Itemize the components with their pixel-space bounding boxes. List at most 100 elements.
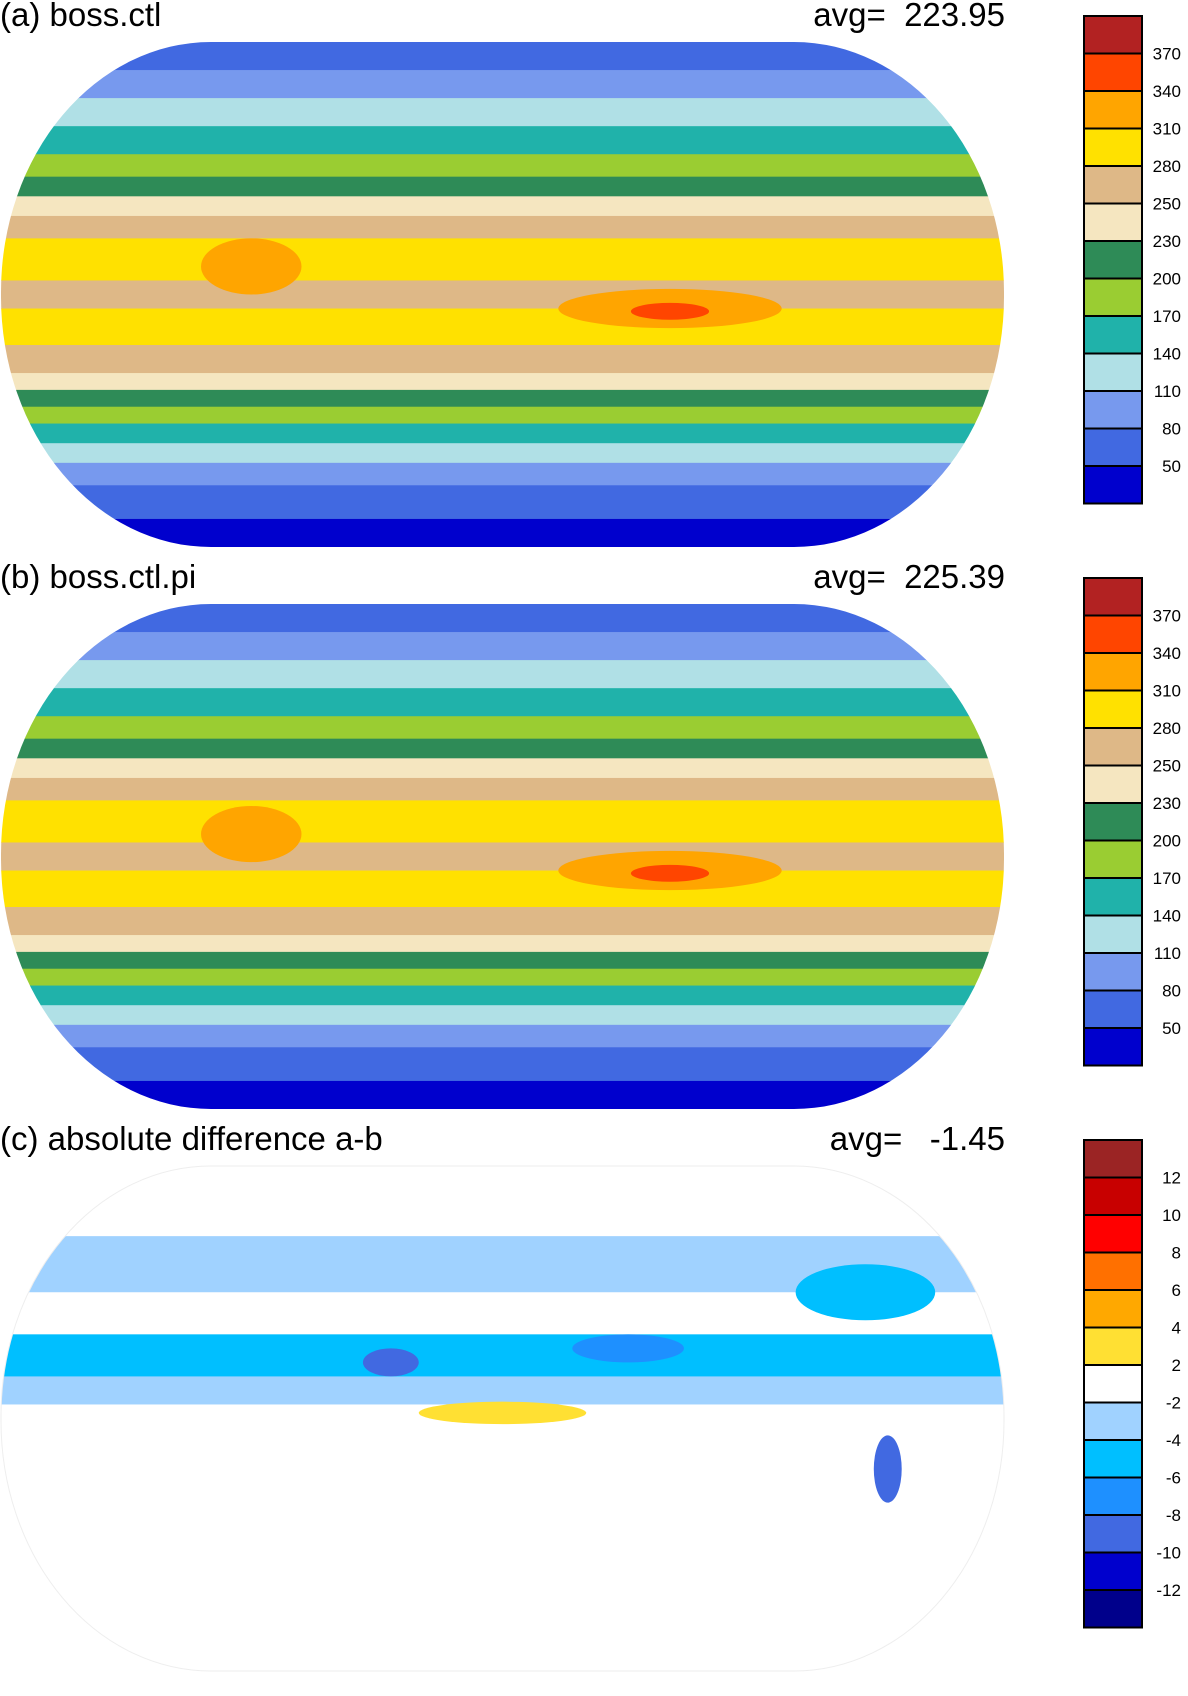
colorbar-tick-label: 280	[1153, 719, 1181, 738]
zonal-band	[1, 660, 1004, 689]
colorbar-tick-label: 8	[1172, 1244, 1181, 1263]
colorbar-tick-label: 6	[1172, 1281, 1181, 1300]
colorbar-tick-label: 50	[1162, 1019, 1181, 1038]
colorbar-swatch	[1083, 577, 1143, 617]
colorbar-swatch	[1083, 764, 1143, 804]
colorbar-tick-label: 280	[1153, 157, 1181, 176]
colorbar-tick-label: -4	[1166, 1431, 1181, 1450]
zonal-band	[1, 716, 1004, 740]
colorbar-swatch	[1083, 52, 1143, 92]
zonal-band	[1, 406, 1004, 425]
zonal-band	[1, 98, 1004, 127]
panel-title: (c) absolute difference a-b	[0, 1120, 383, 1157]
panel-a: (a) boss.ctl avg= 223.95 370 340 310 280 250…	[0, 0, 1188, 560]
zonal-band	[1, 1334, 1004, 1377]
colorbar-swatch	[1083, 877, 1143, 917]
zonal-band	[1, 985, 1004, 1006]
colorbar-tick-label: -12	[1156, 1581, 1181, 1600]
colorbar-swatch	[1083, 127, 1143, 167]
zonal-band	[1, 800, 1004, 843]
colorbar-swatch	[1083, 1176, 1143, 1216]
map-c	[0, 1165, 1005, 1672]
colorbar-tick-label: -10	[1156, 1544, 1181, 1563]
colorbar-tick-label: 4	[1172, 1319, 1181, 1338]
colorbar-swatch	[1083, 1476, 1143, 1516]
colorbar-swatch	[1083, 952, 1143, 992]
colorbar-swatch	[1083, 427, 1143, 467]
colorbar-tick-label: 340	[1153, 82, 1181, 101]
colorbar-swatch	[1083, 614, 1143, 654]
field-anomaly	[362, 1348, 419, 1377]
zonal-band	[1, 373, 1004, 391]
zonal-band	[1, 1166, 1004, 1237]
zonal-band	[1, 604, 1004, 633]
zonal-band	[1, 632, 1004, 661]
colorbar-swatch	[1083, 352, 1143, 392]
zonal-band	[1, 176, 1004, 197]
zonal-band	[1, 126, 1004, 155]
zonal-band	[1, 462, 1004, 486]
zonal-band	[1, 688, 1004, 717]
colorbar-swatch	[1083, 390, 1143, 430]
colorbar-swatch	[1083, 165, 1143, 205]
field-anomaly	[873, 1435, 902, 1503]
colorbar-tick-label: 50	[1162, 457, 1181, 476]
panel-average: avg= 223.95	[813, 0, 1005, 33]
panel-average: avg= -1.45	[829, 1120, 1005, 1157]
colorbar-tick-label: 340	[1153, 644, 1181, 663]
colorbar-swatch	[1083, 202, 1143, 242]
zonal-band	[1, 345, 1004, 374]
colorbar-tick-label: 250	[1153, 757, 1181, 776]
zonal-band	[1, 738, 1004, 759]
colorbar-swatch	[1083, 1027, 1143, 1067]
field-anomaly	[418, 1401, 587, 1425]
colorbar-swatch	[1083, 1326, 1143, 1366]
zonal-band	[1, 423, 1004, 444]
colorbar-swatch	[1083, 1401, 1143, 1441]
zonal-band	[1, 238, 1004, 281]
colorbar-tick-label: -8	[1166, 1506, 1181, 1525]
field-anomaly	[201, 806, 302, 863]
colorbar-swatch	[1083, 914, 1143, 954]
colorbar-tick-label: 250	[1153, 195, 1181, 214]
colorbar-swatch	[1083, 989, 1143, 1029]
colorbar-tick-label: 110	[1154, 382, 1181, 401]
zonal-band	[1, 777, 1004, 801]
colorbar-swatch	[1083, 1289, 1143, 1329]
colorbar-tick-label: 10	[1162, 1206, 1181, 1225]
colorbar-swatch	[1083, 652, 1143, 692]
zonal-band	[1, 196, 1004, 217]
zonal-band	[1, 485, 1004, 520]
colorbar-tick-label: -6	[1166, 1469, 1181, 1488]
map-outline	[0, 1165, 1005, 1672]
colorbar-c: 12 10 8 6 4 2 -2 -4 -6 -8 -10 -12	[1083, 1139, 1181, 1629]
panel-title: (a) boss.ctl	[0, 0, 162, 33]
colorbar-tick-label: -2	[1166, 1394, 1181, 1413]
zonal-band	[1, 1080, 1004, 1109]
zonal-band	[1, 154, 1004, 178]
zonal-band	[1, 42, 1004, 71]
zonal-band	[1, 70, 1004, 99]
colorbar-swatch	[1083, 1551, 1143, 1591]
zonal-band	[1, 870, 1004, 908]
panel-title: (b) boss.ctl.pi	[0, 558, 197, 595]
colorbar-tick-label: 140	[1153, 345, 1181, 364]
zonal-band	[1, 935, 1004, 953]
zonal-band	[1, 1404, 1004, 1671]
colorbar-tick-label: 230	[1153, 794, 1181, 813]
zonal-band	[1, 1376, 1004, 1405]
panel-b: (b) boss.ctl.pi avg= 225.39 370 340 310 280…	[0, 558, 1188, 1122]
colorbar-swatch	[1083, 1251, 1143, 1291]
colorbar-tick-label: 170	[1153, 869, 1181, 888]
colorbar-swatch	[1083, 240, 1143, 280]
colorbar-tick-label: 370	[1153, 607, 1181, 626]
panel-average: avg= 225.39	[813, 558, 1005, 595]
field-anomaly	[201, 238, 302, 295]
colorbar-tick-label: 200	[1153, 270, 1181, 289]
colorbar-tick-label: 310	[1153, 682, 1181, 701]
colorbar-swatch	[1083, 1589, 1143, 1629]
colorbar-tick-label: 12	[1162, 1169, 1181, 1188]
zonal-band	[1, 389, 1004, 408]
colorbar-tick-label: 230	[1153, 232, 1181, 251]
colorbar-swatch	[1083, 1139, 1143, 1179]
